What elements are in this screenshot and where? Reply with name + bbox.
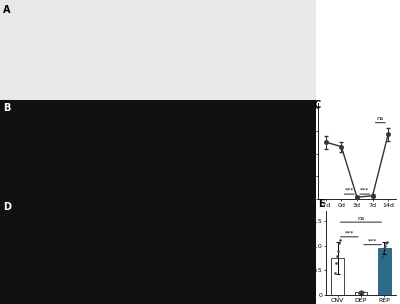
Text: ***: *** <box>360 187 370 192</box>
Y-axis label: Iba1+ cells per retina(×10³): Iba1+ cells per retina(×10³) <box>303 110 309 193</box>
Point <box>359 291 366 295</box>
Point <box>380 249 386 254</box>
Point <box>337 237 343 242</box>
Text: C: C <box>314 100 321 110</box>
Point <box>382 241 389 246</box>
Point <box>334 253 340 258</box>
Bar <box>378 248 391 295</box>
Text: D: D <box>3 202 11 212</box>
Point <box>384 239 390 244</box>
Y-axis label: Iba1+ cell density(10³/mm²): Iba1+ cell density(10³/mm²) <box>305 211 311 295</box>
Point <box>335 248 341 253</box>
Point <box>336 241 342 246</box>
Text: ***: *** <box>345 230 354 235</box>
Point <box>381 246 387 250</box>
Text: ns: ns <box>357 216 365 221</box>
Text: ns: ns <box>377 116 384 121</box>
Point <box>333 261 340 265</box>
Point <box>360 290 366 295</box>
Text: A: A <box>3 5 11 15</box>
Bar <box>331 258 344 295</box>
Point <box>358 289 365 294</box>
Point <box>356 290 363 295</box>
Bar <box>354 292 368 295</box>
Point <box>382 243 388 248</box>
Text: ***: *** <box>368 238 377 243</box>
Point <box>357 289 364 294</box>
Point <box>332 270 338 275</box>
Point <box>379 254 385 259</box>
Text: B: B <box>3 103 10 113</box>
Text: E: E <box>318 199 325 209</box>
Point <box>356 291 362 296</box>
Text: ***: *** <box>344 187 354 192</box>
